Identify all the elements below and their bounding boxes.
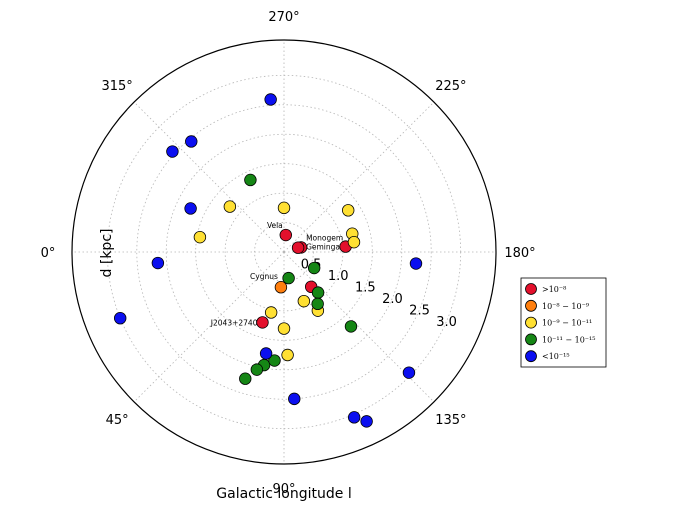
data-point-series-3 — [282, 271, 295, 285]
data-point-series-4 — [184, 202, 197, 215]
radial-tick-label: 2.0 — [382, 292, 403, 307]
data-point-series-3 — [311, 286, 325, 299]
data-point-series-4 — [402, 366, 416, 379]
angle-tick-label: 135° — [435, 413, 466, 428]
data-point-series-4 — [259, 347, 273, 360]
legend-label: 10⁻¹¹ − 10⁻¹⁵ — [542, 335, 595, 344]
data-point-series-2 — [342, 204, 355, 217]
angular-gridline-7 — [133, 101, 285, 253]
data-point-series-4 — [360, 415, 373, 428]
data-point-series-4 — [166, 145, 179, 158]
data-point-series-3 — [268, 354, 281, 367]
legend-label: >10⁻⁸ — [542, 285, 566, 294]
data-point-series-1 — [274, 280, 288, 294]
angle-tick-labels: 0° 45° 90° 135° 180° 225° 270° 315° — [41, 10, 536, 497]
radial-tick-labels: 0.51.01.52.02.53.0 — [301, 258, 457, 331]
legend-label: 10⁻⁹ − 10⁻¹¹ — [542, 319, 592, 328]
radial-tick-label: 1.5 — [355, 281, 376, 296]
angle-tick-label: 90° — [272, 482, 295, 497]
data-point-series-3 — [244, 173, 257, 187]
angle-tick-label: 180° — [504, 246, 535, 261]
legend-marker — [525, 333, 537, 346]
legend-marker — [525, 299, 537, 312]
data-point-series-4 — [347, 411, 361, 424]
data-point-series-4 — [264, 93, 277, 106]
point-annotation: J2043+2740 — [210, 318, 258, 327]
legend-label: <10⁻¹⁵ — [542, 352, 570, 361]
data-point-series-4 — [288, 392, 301, 406]
legend: >10⁻⁸ 10⁻⁸ − 10⁻⁹ 10⁻⁹ − 10⁻¹¹ 10⁻¹¹ − 10⁻¹… — [520, 277, 607, 368]
data-point-series-0 — [256, 316, 269, 329]
radial-gridline-4 — [136, 104, 432, 400]
angular-gridline-3 — [283, 251, 435, 403]
grid — [72, 40, 496, 464]
data-point-series-4 — [151, 256, 165, 270]
point-annotation: Monogem — [306, 233, 343, 242]
point-annotation: Geminga — [306, 243, 340, 252]
data-point-series-0 — [279, 228, 292, 242]
angular-gridline-5 — [283, 101, 435, 253]
legend-marker — [525, 316, 537, 329]
data-point-series-3 — [307, 261, 321, 275]
radial-tick-label: 2.5 — [409, 304, 430, 319]
point-annotation: Cygnus — [250, 272, 278, 281]
point-annotation: Vela — [267, 221, 283, 230]
data-point-series-2 — [281, 348, 294, 362]
radial-tick-label: 1.0 — [328, 269, 349, 284]
data-point-series-2 — [277, 322, 291, 335]
legend-marker — [525, 350, 537, 363]
data-point-series-4 — [185, 135, 198, 148]
radial-gridline-3 — [165, 133, 403, 371]
data-point-series-2 — [277, 201, 291, 215]
legend-marker — [525, 283, 537, 295]
angle-tick-label: 45° — [106, 413, 129, 428]
data-point-series-3 — [250, 363, 264, 376]
data-point-series-3 — [344, 320, 358, 333]
legend-label: 10⁻⁸ − 10⁻⁹ — [542, 302, 590, 311]
data-point-series-2 — [223, 200, 237, 213]
data-point-series-2 — [347, 235, 361, 249]
legend-items: >10⁻⁸ 10⁻⁸ − 10⁻⁹ 10⁻⁹ − 10⁻¹¹ 10⁻¹¹ − 10⁻¹… — [525, 283, 595, 363]
data-point-series-2 — [193, 230, 207, 244]
angular-gridline-1 — [133, 251, 285, 403]
radial-tick-label: 3.0 — [436, 315, 457, 330]
data-point-series-2 — [297, 294, 311, 308]
data-point-series-4 — [113, 311, 127, 325]
data-point-series-0 — [291, 241, 305, 254]
y-axis-label: d [kpc] — [99, 229, 115, 278]
polar-frame — [71, 39, 497, 465]
data-point-series-4 — [409, 257, 423, 270]
angle-tick-label: 0° — [41, 246, 56, 261]
data-point-series-3 — [239, 372, 252, 385]
angle-tick-label: 315° — [101, 79, 132, 94]
x-axis-label: Galactic longitude l — [216, 486, 351, 502]
data-points — [113, 93, 423, 428]
angle-tick-label: 225° — [435, 79, 466, 94]
angle-tick-label: 270° — [268, 10, 299, 25]
data-point-series-2 — [264, 306, 278, 319]
data-point-series-3 — [311, 297, 324, 311]
